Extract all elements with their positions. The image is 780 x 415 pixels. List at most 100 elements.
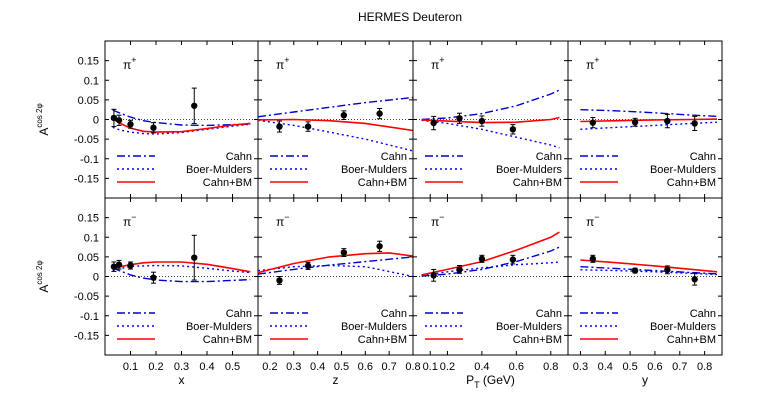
legend-label-cahn: Cahn (690, 151, 716, 163)
curve-total (580, 118, 718, 123)
x-tick-label: 0.3 (286, 361, 301, 373)
panel-label-charge: + (439, 55, 444, 65)
x-axis-label-x: x (179, 373, 185, 387)
x-axis-label-z: z (333, 373, 339, 387)
curve-bm (112, 264, 251, 274)
data-marker (509, 256, 517, 263)
legend-label-cahn: Cahn (536, 308, 562, 320)
data-point (191, 234, 198, 281)
legend-label-total: Cahn+BM (513, 334, 562, 346)
plot-root: 0.150.10.050-0.05-0.1-0.15π+CahnBoer-Mul… (35, 40, 723, 390)
legend-label-cahn: Cahn (381, 151, 407, 163)
x-tick-label: 0.8 (405, 361, 420, 373)
data-marker (127, 262, 134, 269)
legend-label-cahn: Cahn (226, 308, 252, 320)
y-tick-label: 0.15 (78, 56, 99, 68)
data-point (191, 87, 198, 124)
legend-label-cahn: Cahn (226, 151, 252, 163)
data-marker (430, 119, 437, 127)
y-tick-label: 0.1 (84, 232, 99, 244)
data-point (456, 265, 463, 274)
y-tick-label: 0.05 (78, 252, 99, 264)
curve-bm (257, 264, 414, 278)
data-marker (430, 272, 437, 279)
data-point (430, 268, 437, 282)
panel-label: π− (431, 212, 445, 229)
panel-x-row0: 0.15 0.1 0.05 0 -0.05 -0.1 -0.15 π+ CahnBoer-Mul… (74, 40, 259, 199)
data-point (478, 115, 486, 127)
data-point (376, 240, 383, 252)
panel-label: π− (586, 212, 600, 229)
curve-total (421, 116, 560, 124)
x-tick-label: 0.8 (543, 361, 558, 373)
legend-label-bm: Boer-Mulders (186, 321, 253, 333)
x-tick-label: 0.7 (672, 361, 687, 373)
data-marker (191, 102, 198, 109)
data-point (509, 124, 517, 135)
curve-bm (421, 261, 560, 276)
legend-label-total: Cahn+BM (358, 334, 407, 346)
data-point (589, 254, 597, 263)
data-point (150, 122, 157, 134)
x-tick-label: 0.2 (148, 361, 163, 373)
data-marker (691, 276, 698, 283)
curve-total (112, 261, 251, 273)
data-marker (456, 115, 463, 122)
legend-label-total: Cahn+BM (667, 334, 716, 346)
panel-label-charge: + (594, 55, 599, 65)
data-marker (340, 111, 348, 119)
legend-label-bm: Boer-Mulders (650, 321, 717, 333)
x-axis-label-rest: (GeV) (480, 373, 515, 387)
panel-z-row1: 0.2 0.3 0.4 0.5 0.6 0.7 0.8 π− CahnBoer-MuldersC… (257, 197, 421, 373)
curve-bm (112, 123, 251, 135)
data-point (664, 265, 671, 275)
panel-label: π+ (276, 55, 290, 72)
legend-label-cahn: Cahn (381, 308, 407, 320)
data-marker (304, 262, 312, 270)
data-point (276, 276, 283, 285)
panel-label: π+ (431, 55, 445, 72)
data-marker (509, 126, 517, 133)
y-axis-label-base: A (37, 128, 51, 136)
x-tick-label: 0.5 (225, 361, 240, 373)
x-axis-label-base: P (466, 373, 474, 387)
data-point (127, 119, 134, 129)
data-marker (376, 243, 383, 250)
data-point (115, 259, 123, 270)
data-point (509, 254, 517, 265)
data-point (276, 120, 283, 133)
data-point (127, 261, 134, 270)
x-tick-label: 0.8 (697, 361, 712, 373)
y-tick-label: -0.15 (74, 330, 99, 342)
data-point (631, 117, 639, 127)
data-marker (456, 266, 463, 273)
y-tick-label: 0.05 (78, 95, 99, 107)
data-marker (150, 124, 157, 131)
data-point (304, 121, 312, 132)
data-marker (340, 249, 348, 256)
curve-total (257, 252, 414, 274)
legend-label-total: Cahn+BM (667, 177, 716, 189)
data-point (110, 261, 118, 272)
data-point (631, 267, 639, 274)
legend-label-total: Cahn+BM (203, 177, 252, 189)
chart-title: HERMES Deuteron (358, 10, 462, 24)
data-marker (150, 274, 157, 281)
y-tick-label: -0.05 (74, 134, 99, 146)
x-tick-label: 0.6 (647, 361, 662, 373)
y-axis-label-base: A (37, 285, 51, 293)
data-marker (191, 254, 198, 261)
panel-label: π− (276, 212, 290, 229)
data-marker (115, 117, 123, 124)
y-axis-label-sup: cos 2φ (35, 260, 44, 284)
y-tick-label: 0 (93, 115, 99, 127)
panel-label-charge: + (131, 55, 136, 65)
data-marker (276, 123, 283, 130)
data-marker (589, 255, 597, 263)
y-tick-label: 0 (93, 272, 99, 284)
x-axis-label-y: y (642, 373, 648, 387)
y-axis-label: Acos 2φ (35, 103, 51, 135)
